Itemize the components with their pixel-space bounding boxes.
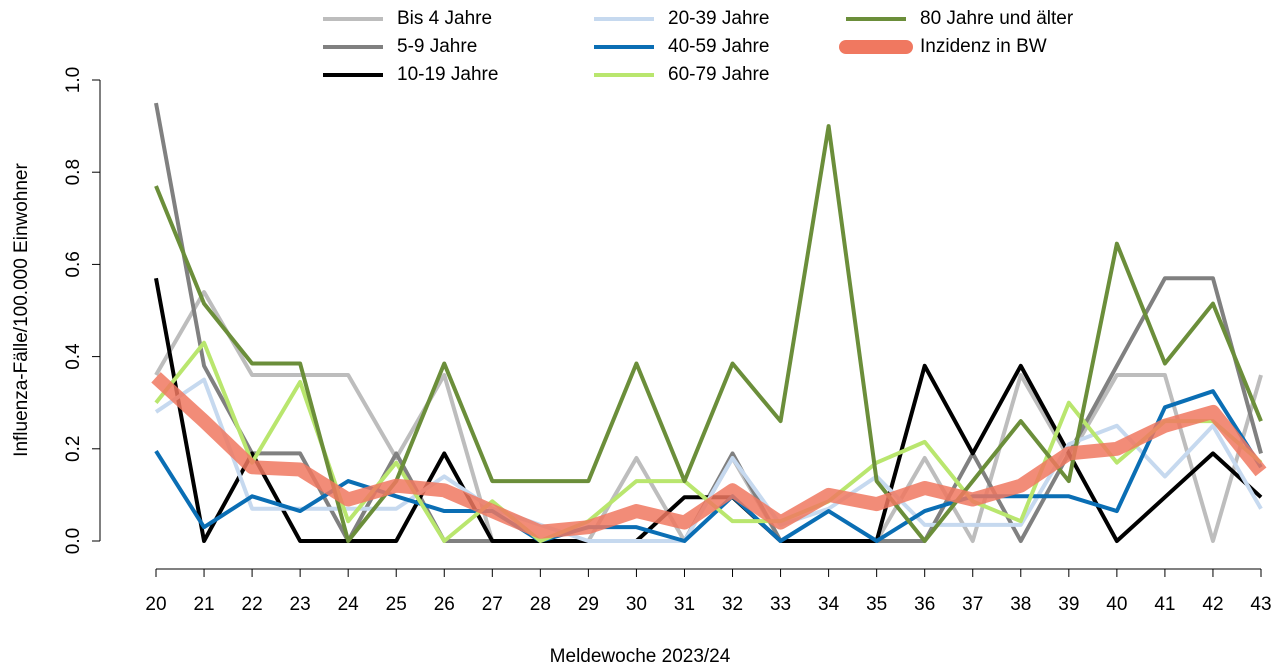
series-line (154, 389, 1263, 543)
y-tick-label: 0.0 (63, 528, 84, 554)
legend-label: 20-39 Jahre (668, 8, 769, 29)
y-tick-label: 0.6 (63, 251, 84, 277)
legend-label: Bis 4 Jahre (397, 8, 492, 29)
x-tick-label: 42 (1202, 594, 1223, 615)
x-axis-label: Meldewoche 2023/24 (550, 646, 731, 667)
x-tick-label: 33 (770, 594, 791, 615)
x-tick-label: 29 (578, 594, 599, 615)
x-tick-label: 28 (530, 594, 551, 615)
x-tick-label: 26 (434, 594, 455, 615)
legend-label: 40-59 Jahre (668, 36, 769, 57)
x-tick-label: 21 (193, 594, 214, 615)
x-tick-label: 24 (338, 594, 360, 615)
legend-label: 10-19 Jahre (397, 64, 498, 85)
x-tick-label: 32 (722, 594, 743, 615)
y-axis-label: Influenza-Fälle/100.000 Einwohner (11, 163, 32, 457)
x-tick-label: 43 (1250, 594, 1271, 615)
x-tick-label: 31 (674, 594, 695, 615)
x-tick-label: 40 (1106, 594, 1127, 615)
legend-label: 80 Jahre und älter (920, 8, 1074, 29)
x-tick-label: 22 (242, 594, 263, 615)
x-tick-label: 36 (914, 594, 935, 615)
legend-label: Inzidenz in BW (920, 36, 1047, 57)
y-tick-label: 0.8 (63, 159, 84, 185)
y-tick-label: 0.4 (63, 343, 84, 370)
series-line (154, 124, 1263, 543)
x-tick-label: 39 (1058, 594, 1079, 615)
x-tick-label: 25 (386, 594, 407, 615)
series-line (151, 372, 1267, 539)
legend-label: 60-79 Jahre (668, 64, 769, 85)
x-tick-label: 30 (626, 594, 647, 615)
x-tick-label: 37 (962, 594, 983, 615)
x-tick-label: 23 (290, 594, 311, 615)
x-tick-label: 20 (145, 594, 166, 615)
x-tick-label: 41 (1154, 594, 1175, 615)
y-tick-label: 1.0 (63, 67, 84, 93)
y-tick-label: 0.2 (63, 436, 84, 462)
legend-label: 5-9 Jahre (397, 36, 477, 57)
x-tick-label: 38 (1010, 594, 1031, 615)
x-tick-label: 27 (482, 594, 503, 615)
x-tick-label: 35 (866, 594, 887, 615)
x-tick-label: 34 (818, 594, 840, 615)
